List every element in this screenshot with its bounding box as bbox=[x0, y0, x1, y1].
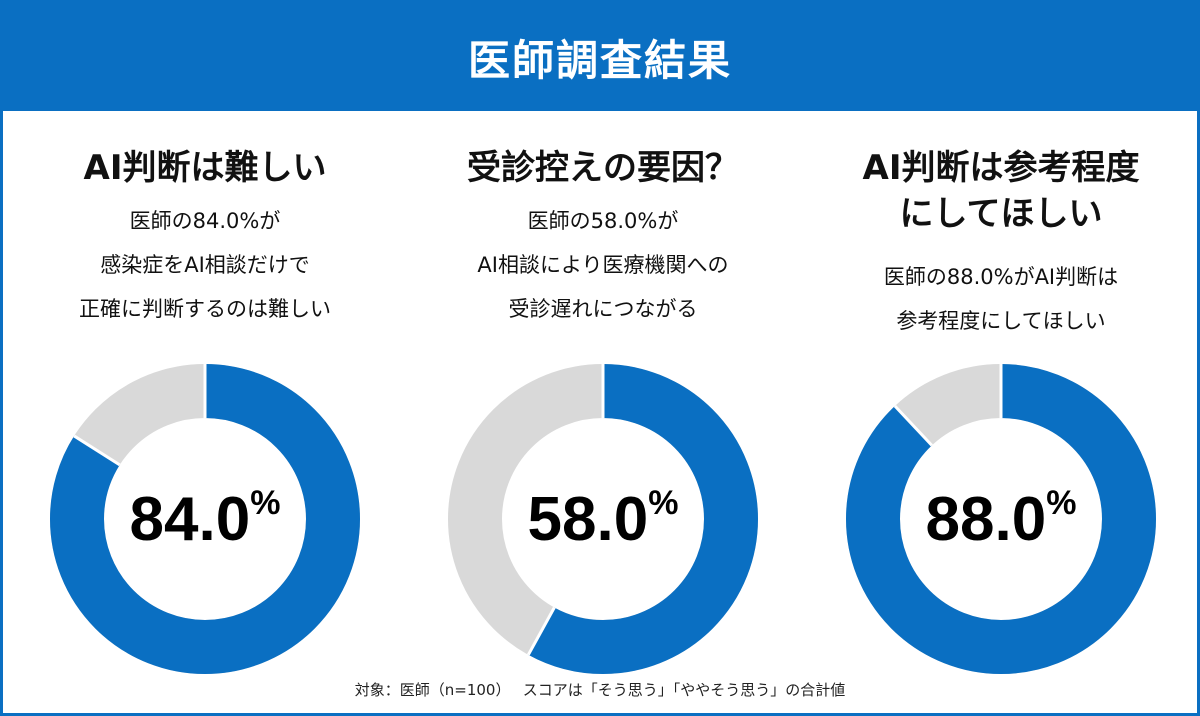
donut-chart-3: 88.0% bbox=[846, 364, 1156, 674]
panel-title: AI判断は参考程度 にしてほしい bbox=[802, 145, 1200, 237]
panel-title-line: AI判断は参考程度 bbox=[862, 148, 1140, 188]
panel-title-line: 受診控えの要因？ bbox=[467, 148, 739, 188]
donut-divider-end bbox=[73, 434, 121, 467]
survey-panel-3: AI判断は参考程度 にしてほしい 医師の88.0%がAI判断は 参考程度にしてほ… bbox=[802, 111, 1200, 674]
panel-title-line: にしてほしい bbox=[899, 194, 1103, 234]
survey-panel-2: 受診控えの要因？ 医師の58.0%が AI相談により医療機関への 受診遅れにつな… bbox=[404, 111, 802, 674]
survey-footnote: 対象：医師（n=100） スコアは「そう思う」「ややそう思う」の合計値 bbox=[354, 681, 846, 699]
description-line: 感染症をAI相談だけで bbox=[100, 253, 310, 277]
donut-value-percent: % bbox=[1046, 484, 1076, 522]
header-bar: 医師調査結果 bbox=[3, 3, 1197, 111]
donut-divider-end bbox=[527, 606, 556, 656]
donut-chart-2: 58.0% bbox=[448, 364, 758, 674]
description-line: 医師の84.0%が bbox=[129, 209, 281, 233]
donut-value-number: 88.0 bbox=[926, 485, 1047, 554]
donut-value-percent: % bbox=[648, 484, 678, 522]
description-line: 受診遅れにつながる bbox=[508, 297, 698, 321]
panel-description: 医師の58.0%が AI相談により医療機関への 受診遅れにつながる bbox=[404, 199, 802, 331]
donut-value-label: 88.0% bbox=[926, 484, 1077, 554]
donut-divider-end bbox=[893, 404, 933, 447]
panel-description: 医師の88.0%がAI判断は 参考程度にしてほしい bbox=[802, 255, 1200, 343]
donut-value-label: 84.0% bbox=[130, 484, 281, 554]
donut-chart-1: 84.0% bbox=[50, 364, 360, 674]
donut-value-label: 58.0% bbox=[528, 484, 679, 554]
description-line: 正確に判断するのは難しい bbox=[79, 297, 331, 321]
page-title: 医師調査結果 bbox=[467, 35, 732, 85]
panel-title: 受診控えの要因？ bbox=[404, 145, 802, 191]
description-line: 参考程度にしてほしい bbox=[896, 309, 1106, 333]
donut-value-percent: % bbox=[250, 484, 280, 522]
description-line: 医師の88.0%がAI判断は bbox=[883, 265, 1119, 289]
donut-value-number: 84.0 bbox=[130, 485, 251, 554]
survey-panel-1: AI判断は難しい 医師の84.0%が 感染症をAI相談だけで 正確に判断するのは… bbox=[6, 111, 404, 674]
panel-description: 医師の84.0%が 感染症をAI相談だけで 正確に判断するのは難しい bbox=[6, 199, 404, 331]
panel-title-line: AI判断は難しい bbox=[83, 148, 327, 188]
donut-value-number: 58.0 bbox=[528, 485, 649, 554]
description-line: AI相談により医療機関への bbox=[477, 253, 729, 277]
description-line: 医師の58.0%が bbox=[527, 209, 679, 233]
panel-title: AI判断は難しい bbox=[6, 145, 404, 191]
